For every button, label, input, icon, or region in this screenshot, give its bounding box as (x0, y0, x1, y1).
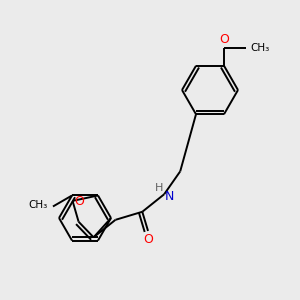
Text: CH₃: CH₃ (250, 43, 270, 53)
Text: O: O (143, 233, 153, 246)
Text: H: H (155, 183, 163, 193)
Text: O: O (75, 195, 85, 208)
Text: O: O (219, 33, 229, 46)
Text: N: N (164, 190, 174, 203)
Text: CH₃: CH₃ (29, 200, 48, 211)
